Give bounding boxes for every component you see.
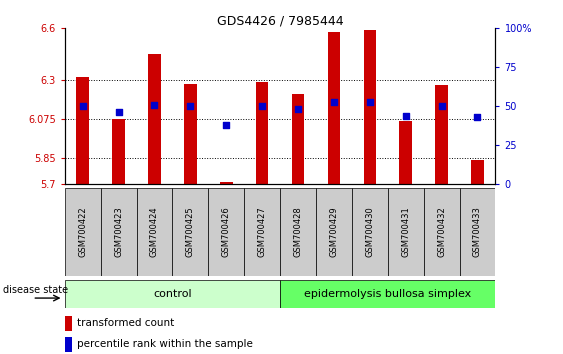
Bar — [471, 160, 484, 184]
Bar — [256, 82, 269, 184]
Text: GSM700433: GSM700433 — [473, 206, 482, 257]
Text: GSM700430: GSM700430 — [365, 206, 374, 257]
Bar — [399, 121, 412, 184]
Bar — [112, 119, 125, 184]
Bar — [77, 77, 89, 184]
Bar — [65, 337, 72, 352]
Text: GSM700428: GSM700428 — [293, 206, 302, 257]
Bar — [352, 188, 388, 276]
Text: GSM700431: GSM700431 — [401, 206, 410, 257]
Point — [473, 114, 482, 120]
Bar — [280, 280, 495, 308]
Text: GSM700426: GSM700426 — [222, 206, 231, 257]
Bar — [292, 94, 305, 184]
Bar — [244, 188, 280, 276]
Text: GSM700423: GSM700423 — [114, 206, 123, 257]
Point — [114, 110, 123, 115]
Point — [293, 107, 302, 112]
Bar — [424, 188, 459, 276]
Bar — [316, 188, 352, 276]
Text: GSM700424: GSM700424 — [150, 206, 159, 257]
Text: epidermolysis bullosa simplex: epidermolysis bullosa simplex — [304, 289, 471, 299]
Point — [401, 113, 410, 118]
Bar — [65, 188, 101, 276]
Point — [150, 102, 159, 108]
Title: GDS4426 / 7985444: GDS4426 / 7985444 — [217, 14, 343, 27]
Text: GSM700432: GSM700432 — [437, 206, 446, 257]
Point — [437, 103, 446, 109]
Text: GSM700425: GSM700425 — [186, 206, 195, 257]
Bar — [172, 188, 208, 276]
Bar — [208, 188, 244, 276]
Bar — [137, 188, 172, 276]
Bar — [65, 280, 280, 308]
Point — [258, 103, 267, 109]
Text: GSM700429: GSM700429 — [329, 206, 338, 257]
Bar — [388, 188, 424, 276]
Text: GSM700422: GSM700422 — [78, 206, 87, 257]
Bar — [148, 54, 161, 184]
Bar — [435, 85, 448, 184]
Bar — [184, 84, 196, 184]
Bar — [220, 182, 233, 184]
Point — [365, 99, 374, 104]
Bar — [65, 316, 72, 331]
Point — [78, 103, 87, 109]
Bar — [364, 30, 376, 184]
Text: GSM700427: GSM700427 — [258, 206, 267, 257]
Bar — [101, 188, 137, 276]
Bar — [280, 188, 316, 276]
Point — [186, 103, 195, 109]
Text: disease state: disease state — [3, 285, 68, 295]
Text: control: control — [153, 289, 192, 299]
Text: percentile rank within the sample: percentile rank within the sample — [77, 339, 253, 349]
Text: transformed count: transformed count — [77, 318, 174, 328]
Point — [329, 99, 338, 104]
Bar — [328, 32, 340, 184]
Bar — [459, 188, 495, 276]
Point — [222, 122, 231, 128]
